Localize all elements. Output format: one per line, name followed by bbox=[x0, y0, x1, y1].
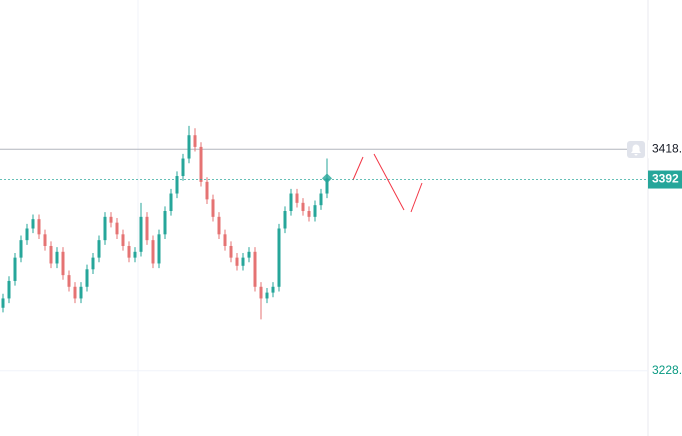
candle-body bbox=[289, 193, 293, 212]
candle-body bbox=[73, 286, 77, 299]
candle-body bbox=[187, 135, 191, 159]
candle-body bbox=[325, 178, 329, 194]
candle-body bbox=[109, 216, 113, 223]
candle-body bbox=[181, 158, 185, 177]
candle-body bbox=[115, 222, 119, 235]
candle-body bbox=[43, 234, 47, 246]
candle-body bbox=[1, 298, 5, 308]
candle-body bbox=[241, 257, 245, 266]
candle-body bbox=[211, 199, 215, 217]
drawn-line bbox=[410, 182, 423, 213]
candle-body bbox=[199, 146, 203, 182]
candle-body bbox=[307, 211, 311, 217]
candle-body bbox=[283, 211, 287, 229]
alert-label: 3418. bbox=[652, 141, 682, 155]
candle-body bbox=[193, 135, 197, 147]
candle-body bbox=[271, 286, 275, 293]
candle-body bbox=[223, 234, 227, 246]
candle-body bbox=[247, 251, 251, 258]
candle-body bbox=[205, 181, 209, 200]
y-tick-label: 3228. bbox=[652, 363, 682, 377]
candle-body bbox=[97, 240, 101, 258]
candle-body bbox=[121, 234, 125, 246]
candle-body bbox=[163, 211, 167, 235]
candle-body bbox=[157, 234, 161, 264]
drawing bbox=[352, 153, 423, 213]
candle-body bbox=[19, 240, 23, 258]
candle-body bbox=[169, 193, 173, 212]
candle-body bbox=[13, 257, 17, 281]
candle-body bbox=[55, 251, 59, 264]
candle-body bbox=[229, 245, 233, 258]
candle-body bbox=[259, 286, 263, 299]
candle-body bbox=[217, 216, 221, 235]
candle-body bbox=[265, 292, 269, 299]
last-price-label: 3392 bbox=[652, 172, 679, 186]
candle-body bbox=[319, 193, 323, 206]
candle-body bbox=[79, 286, 83, 299]
candle-body bbox=[61, 251, 65, 276]
candle-body bbox=[301, 202, 305, 212]
last-price-label-bg bbox=[648, 170, 682, 189]
candle-body bbox=[277, 228, 281, 287]
candle-body bbox=[103, 216, 107, 241]
last-point-marker bbox=[322, 173, 332, 184]
alert-label-bg bbox=[648, 140, 682, 159]
candle-body bbox=[127, 245, 131, 258]
candle-body bbox=[175, 176, 179, 194]
candle-body bbox=[253, 251, 257, 287]
drawn-line bbox=[352, 156, 364, 181]
candle-body bbox=[295, 193, 299, 203]
candle-body bbox=[37, 219, 41, 235]
candle-body bbox=[67, 275, 71, 287]
candle-body bbox=[91, 257, 95, 270]
candle-body bbox=[85, 269, 89, 287]
candle-body bbox=[133, 251, 137, 258]
candle-body bbox=[25, 228, 29, 241]
candle-body bbox=[151, 240, 155, 264]
candle-body bbox=[139, 216, 143, 252]
bell-icon bbox=[627, 141, 645, 158]
candle-body bbox=[31, 219, 35, 229]
candle-body bbox=[145, 216, 149, 241]
candle-body bbox=[49, 245, 53, 264]
candle-body bbox=[313, 205, 317, 217]
drawn-line bbox=[373, 153, 405, 211]
candle-body bbox=[7, 280, 11, 299]
candle-body bbox=[235, 257, 239, 266]
